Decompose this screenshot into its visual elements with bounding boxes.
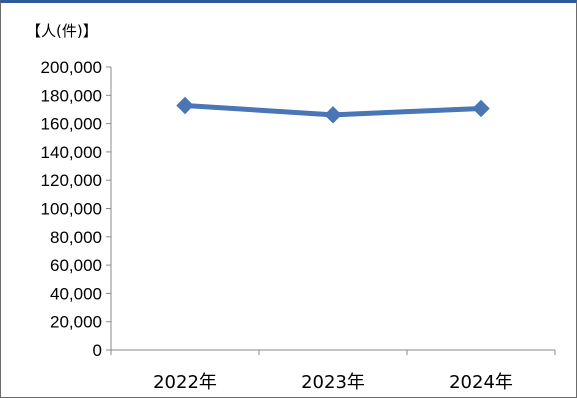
- y-axis-ticks: 0 20,000 40,000 60,000 80,000 100,000 120,000 1…: [41, 58, 111, 360]
- y-tick-label: 140,000: [41, 143, 102, 162]
- y-tick-label: 60,000: [50, 256, 102, 275]
- unit-label: 【人(件)】: [26, 22, 98, 40]
- x-category-label: 2022年: [153, 372, 217, 393]
- data-point-marker: [324, 106, 342, 124]
- y-tick-label: 20,000: [50, 313, 102, 332]
- y-tick-label: 180,000: [41, 86, 102, 105]
- y-tick-label: 100,000: [41, 200, 102, 219]
- y-tick-label: 40,000: [50, 284, 102, 303]
- y-tick-label: 160,000: [41, 115, 102, 134]
- y-tick-label: 200,000: [41, 58, 102, 77]
- data-point-marker: [472, 99, 490, 118]
- y-tick-label: 120,000: [41, 171, 102, 190]
- data-point-marker: [176, 96, 194, 115]
- x-category-label: 2024年: [449, 372, 513, 393]
- x-axis-categories: 2022年 2023年 2024年: [110, 350, 556, 393]
- x-category-label: 2023年: [301, 372, 365, 393]
- y-tick-label: 0: [93, 341, 102, 360]
- series-group: [176, 96, 490, 124]
- y-tick-label: 80,000: [50, 228, 102, 247]
